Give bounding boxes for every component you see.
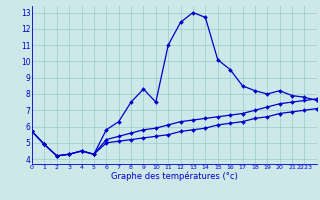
X-axis label: Graphe des températures (°c): Graphe des températures (°c) — [111, 172, 238, 181]
